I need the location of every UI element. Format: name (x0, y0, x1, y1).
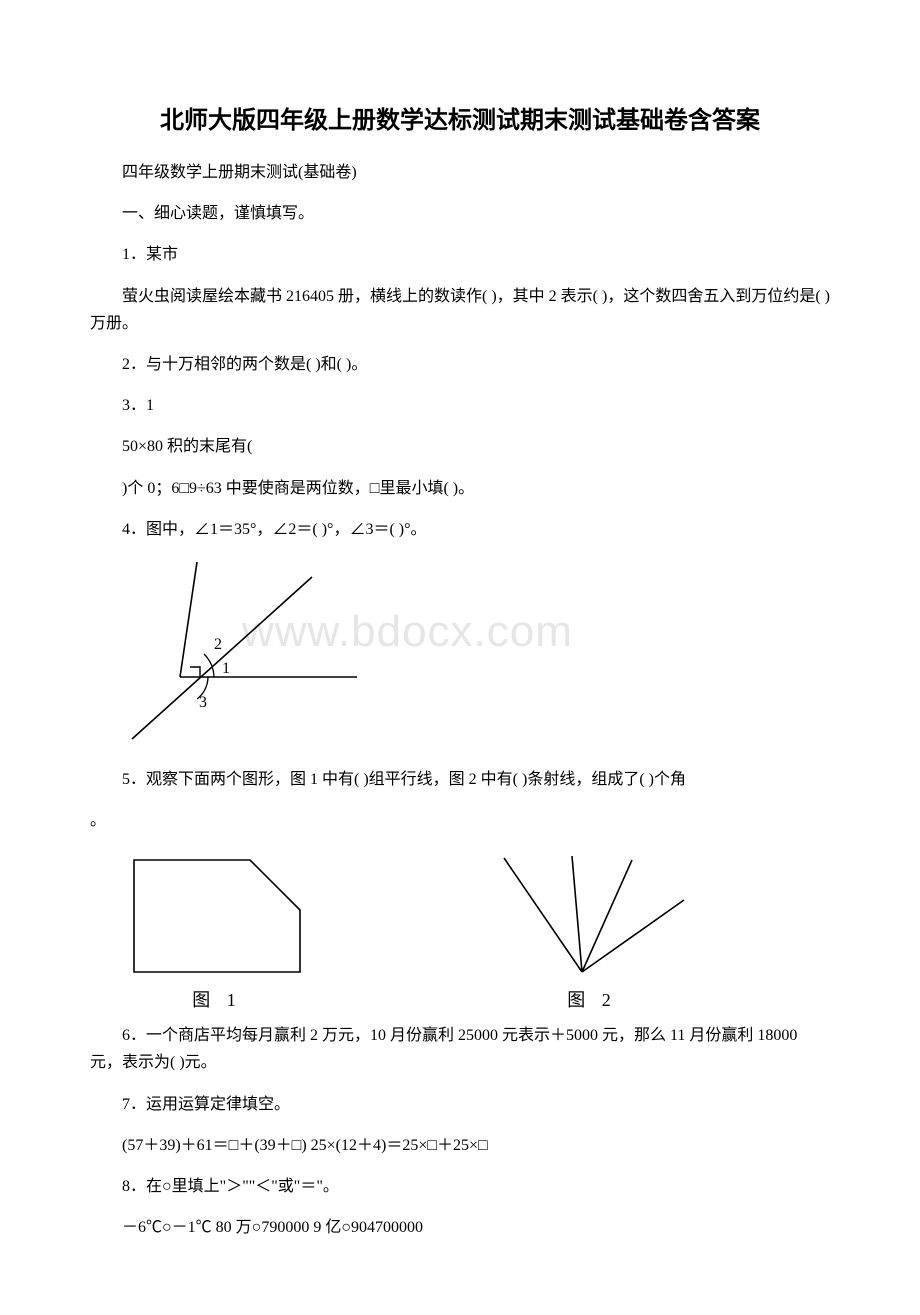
figure-2-col: 图 2 (492, 850, 692, 1012)
q3-line-c: )个 0；6□9÷63 中要使商是两位数，□里最小填( )。 (90, 475, 830, 502)
figure-2-label: 图 2 (567, 986, 617, 1012)
angle-1-label: 1 (222, 660, 230, 677)
q5-figures: 图 1 图 2 (122, 850, 830, 1012)
q5-end: 。 (90, 807, 830, 834)
q1-line-a: 1．某市 (90, 241, 830, 268)
figure-1-shape (122, 850, 312, 980)
q7-line-b: (57＋39)＋61＝□＋(39＋□) 25×(12＋4)＝25×□＋25×□ (90, 1132, 830, 1159)
section-heading-1: 一、细心读题，谨慎填写。 (90, 200, 830, 227)
q4: 4．图中，∠1＝35°，∠2＝( )°，∠3＝( )°。 (90, 516, 830, 543)
q1-line-b: 萤火虫阅读屋绘本藏书 216405 册，横线上的数读作( )，其中 2 表示( … (90, 283, 830, 337)
angle-diagram: 1 2 3 (122, 557, 382, 747)
subtitle: 四年级数学上册期末测试(基础卷) (90, 159, 830, 186)
q3-line-a: 3．1 (90, 392, 830, 419)
q7-line-a: 7．运用运算定律填空。 (90, 1091, 830, 1118)
q3-line-b: 50×80 积的末尾有( (90, 433, 830, 460)
q8-line-a: 8．在○里填上"＞""＜"或"＝"。 (90, 1173, 830, 1200)
q2: 2．与十万相邻的两个数是( )和( )。 (90, 351, 830, 378)
angle-2-label: 2 (214, 636, 222, 653)
q5: 5．观察下面两个图形，图 1 中有( )组平行线，图 2 中有( )条射线，组成… (90, 766, 830, 793)
doc-title: 北师大版四年级上册数学达标测试期末测试基础卷含答案 (90, 100, 830, 135)
figure-1-label: 图 1 (192, 986, 242, 1012)
q4-figure: www.bdocx.com 1 2 3 (122, 557, 830, 752)
figure-1-col: 图 1 (122, 850, 312, 1012)
q6: 6．一个商店平均每月赢利 2 万元，10 月份赢利 25000 元表示＋5000… (90, 1022, 830, 1076)
angle-3-label: 3 (199, 694, 207, 711)
q8-line-b: －6℃○－1℃ 80 万○790000 9 亿○904700000 (90, 1214, 830, 1241)
figure-2-shape (492, 850, 692, 980)
